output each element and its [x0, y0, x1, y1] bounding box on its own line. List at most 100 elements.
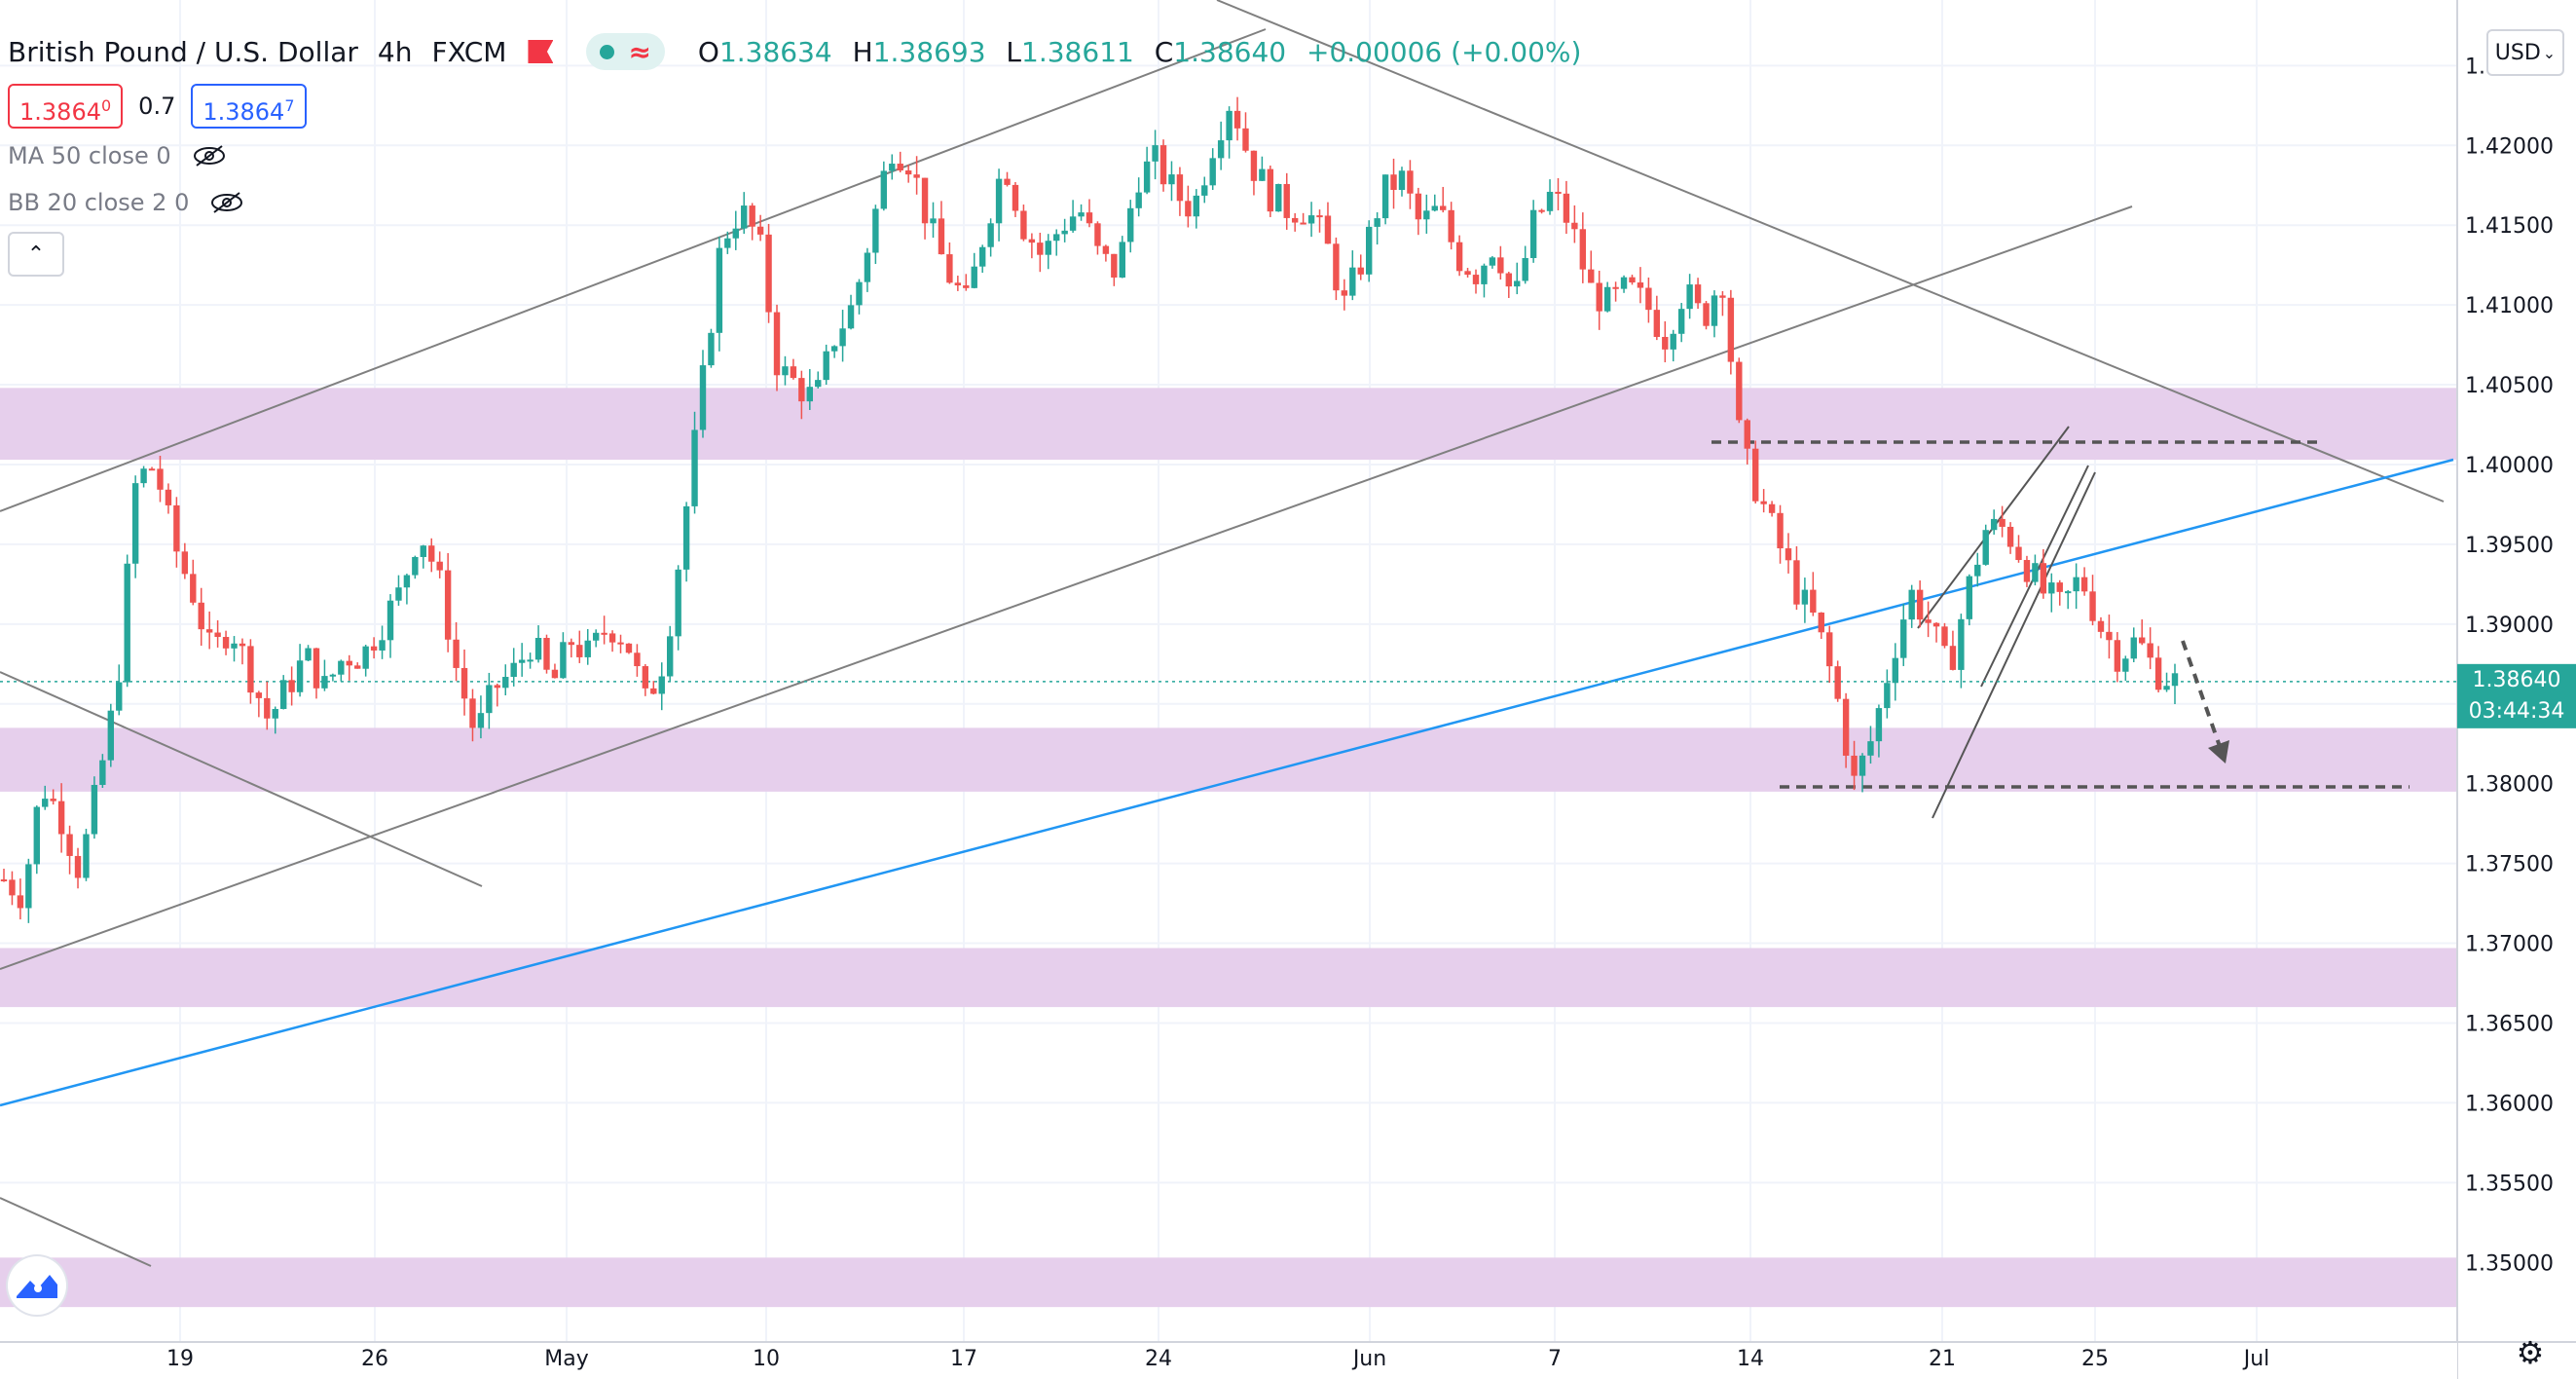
candle-body [2097, 620, 2105, 632]
candle-body [1390, 174, 1397, 190]
time-tick-label: 17 [950, 1347, 977, 1371]
eye-crossed-icon[interactable] [208, 191, 245, 214]
market-status-pill[interactable]: ≈ [586, 33, 665, 70]
candle-body [650, 688, 657, 694]
candle-body [2122, 658, 2129, 672]
candle-body [460, 667, 468, 699]
tradingview-logo-icon[interactable] [8, 1256, 66, 1315]
candle-body [1596, 282, 1602, 312]
candle-body [2171, 673, 2179, 687]
candle-body [1579, 229, 1587, 270]
candle-body [205, 629, 213, 633]
candle-body [1727, 297, 1735, 362]
candle-body [1703, 303, 1710, 326]
candle-body [1078, 212, 1085, 217]
candle-body [1785, 548, 1792, 561]
indicator-bb-label: BB 20 close 2 0 [8, 189, 190, 216]
candle-body [592, 632, 600, 641]
candle-body [140, 468, 147, 484]
candle-body [124, 563, 130, 683]
trendlines [0, 0, 2454, 1267]
candle-body [1111, 253, 1118, 278]
candle-body [921, 177, 929, 224]
time-axis-bg [0, 1342, 2457, 1379]
chevron-up-icon: ⌃ [26, 242, 46, 267]
chevron-down-icon: ⌄ [2542, 43, 2557, 62]
indicator-bb[interactable]: BB 20 close 2 0 [8, 189, 245, 216]
candle-body [830, 346, 838, 352]
candle-body [1711, 295, 1718, 326]
last-price-label: 1.38640 03:44:34 [2457, 663, 2576, 728]
candle-body [756, 226, 764, 235]
candle-body [74, 855, 82, 878]
candle-body [634, 652, 641, 667]
candle-body [1201, 185, 1208, 196]
candle-body [1143, 161, 1151, 193]
spread-value: 0.7 [138, 93, 176, 120]
candle-body [1127, 207, 1134, 242]
candle-body [1884, 683, 1891, 709]
price-zone [0, 948, 2457, 1008]
eye-crossed-icon[interactable] [191, 144, 228, 168]
candle-body [839, 328, 846, 347]
candle-body [1892, 657, 1899, 684]
candle-body [930, 218, 937, 224]
candle-body [2154, 657, 2162, 690]
candle-body [987, 223, 994, 247]
candle-body [1842, 698, 1850, 756]
candle-body [1349, 267, 1356, 296]
candle-body [66, 834, 73, 856]
candle-body [1966, 576, 1973, 619]
time-tick-label: 14 [1737, 1347, 1764, 1371]
candle-body [2089, 591, 2096, 621]
candle-body [157, 468, 164, 490]
candle-body [502, 677, 509, 689]
flag-icon[interactable] [528, 40, 554, 63]
candle-body [708, 332, 715, 366]
candle-body [963, 285, 970, 288]
trade-panel: 1.38640 0.7 1.38647 [8, 84, 307, 129]
price-tick-label: 1.38000 [2465, 773, 2554, 798]
buy-button[interactable]: 1.38647 [191, 84, 307, 129]
candle-body [864, 252, 871, 282]
candle-body [1999, 518, 2006, 527]
candle-body [971, 266, 977, 288]
candle-body [732, 228, 739, 239]
collapse-legend-button[interactable]: ⌃ [8, 232, 64, 277]
candle-body [897, 164, 903, 171]
indicator-ma-label: MA 50 close 0 [8, 142, 171, 169]
indicator-ma[interactable]: MA 50 close 0 [8, 142, 228, 169]
candle-body [1818, 613, 1824, 633]
candle-body [9, 879, 16, 896]
candle-body [321, 676, 328, 689]
gear-icon[interactable]: ⚙ [2516, 1334, 2545, 1371]
symbol-name[interactable]: British Pound / U.S. Dollar [8, 35, 358, 68]
candle-body [1826, 632, 1833, 667]
candle-body [1357, 267, 1364, 275]
lower-channel-line [0, 205, 2133, 970]
interval-label[interactable]: 4h [377, 35, 413, 68]
time-tick-label: 10 [753, 1347, 780, 1371]
candle-body [1119, 242, 1125, 278]
candle-body [806, 387, 814, 402]
candle-body [239, 643, 246, 647]
candle-body [1259, 168, 1266, 181]
currency-button[interactable]: USD ⌄ [2486, 29, 2564, 76]
candle-body [2015, 546, 2022, 561]
price-tick-label: 1.37500 [2465, 853, 2554, 877]
candle-body [386, 600, 394, 641]
candle-body [1719, 295, 1726, 298]
candle-body [815, 380, 822, 388]
candle-body [1982, 530, 1989, 565]
candle-body [420, 545, 426, 557]
candle-body [847, 305, 855, 329]
candle-body [379, 640, 386, 651]
candle-body [1974, 564, 1981, 577]
time-tick-label: May [544, 1347, 588, 1371]
price-tick-label: 1.35500 [2465, 1172, 2554, 1196]
sell-button[interactable]: 1.38640 [8, 84, 124, 129]
candle-body [0, 879, 8, 882]
candle-body [773, 312, 781, 376]
candle-body [131, 483, 139, 564]
